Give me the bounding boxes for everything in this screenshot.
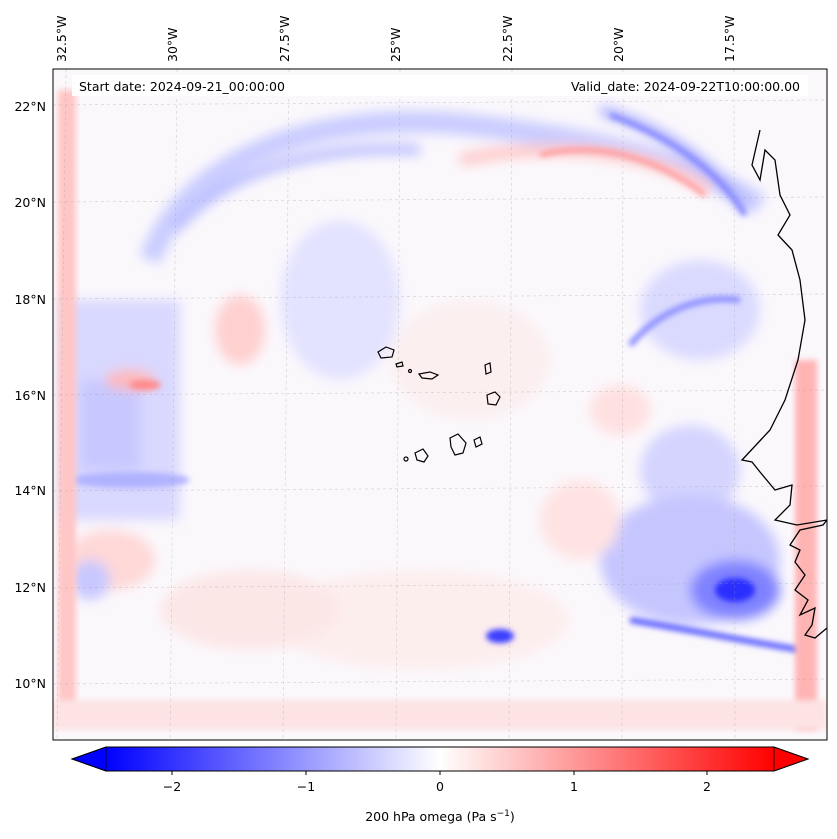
colorbar-outline	[70, 746, 810, 772]
colorbar-ticks	[171, 771, 708, 775]
lat-label: 12°N	[14, 580, 46, 595]
lon-label: 25°W	[388, 27, 403, 62]
colorbar-tick-label: 2	[703, 779, 711, 794]
lon-labels: 32.5°W 30°W 27.5°W 25°W 22.5°W 20°W 17.5…	[54, 16, 737, 62]
lat-label: 16°N	[14, 388, 46, 403]
colorbar: −2 −1 0 1 2 200 hPa omega (Pa s−1)	[70, 746, 810, 824]
lat-labels: 22°N 20°N 18°N 16°N 14°N 12°N 10°N	[14, 99, 46, 691]
colorbar-label-close: )	[510, 809, 515, 824]
lon-label: 30°W	[165, 27, 180, 62]
lat-label: 14°N	[14, 483, 46, 498]
africa-coastline	[740, 129, 827, 639]
lat-label: 20°N	[14, 195, 46, 210]
lon-label: 20°W	[611, 27, 626, 62]
lat-label: 22°N	[14, 99, 46, 114]
colorbar-label-text: 200 hPa omega (Pa s	[365, 809, 496, 824]
colorbar-tick-label: 1	[570, 779, 578, 794]
lon-label: 17.5°W	[722, 16, 737, 62]
map-frame	[52, 68, 828, 741]
colorbar-label-exponent: −1	[497, 809, 510, 819]
omega-field: Start date: 2024-09-21_00:00:00 Valid_da…	[53, 69, 827, 740]
graticule	[53, 69, 827, 740]
colorbar-gradient	[106, 747, 774, 771]
lon-label: 27.5°W	[277, 16, 292, 62]
colorbar-tick-label: 0	[436, 779, 444, 794]
lon-label: 32.5°W	[54, 16, 69, 62]
lat-label: 18°N	[14, 292, 46, 307]
header-band	[72, 75, 808, 96]
colorbar-tick-label: −1	[297, 779, 315, 794]
colorbar-label: 200 hPa omega (Pa s−1)	[365, 809, 515, 824]
valid-date: Valid_date: 2024-09-22T10:00:00.00	[571, 79, 800, 94]
lon-label: 22.5°W	[500, 16, 515, 62]
cape-verde-islands	[377, 346, 501, 463]
start-date: Start date: 2024-09-21_00:00:00	[79, 79, 285, 94]
colorbar-extend-max	[773, 746, 810, 772]
colorbar-extend-min	[70, 746, 107, 772]
colorbar-tick-label: −2	[163, 779, 181, 794]
lat-label: 10°N	[14, 676, 46, 691]
